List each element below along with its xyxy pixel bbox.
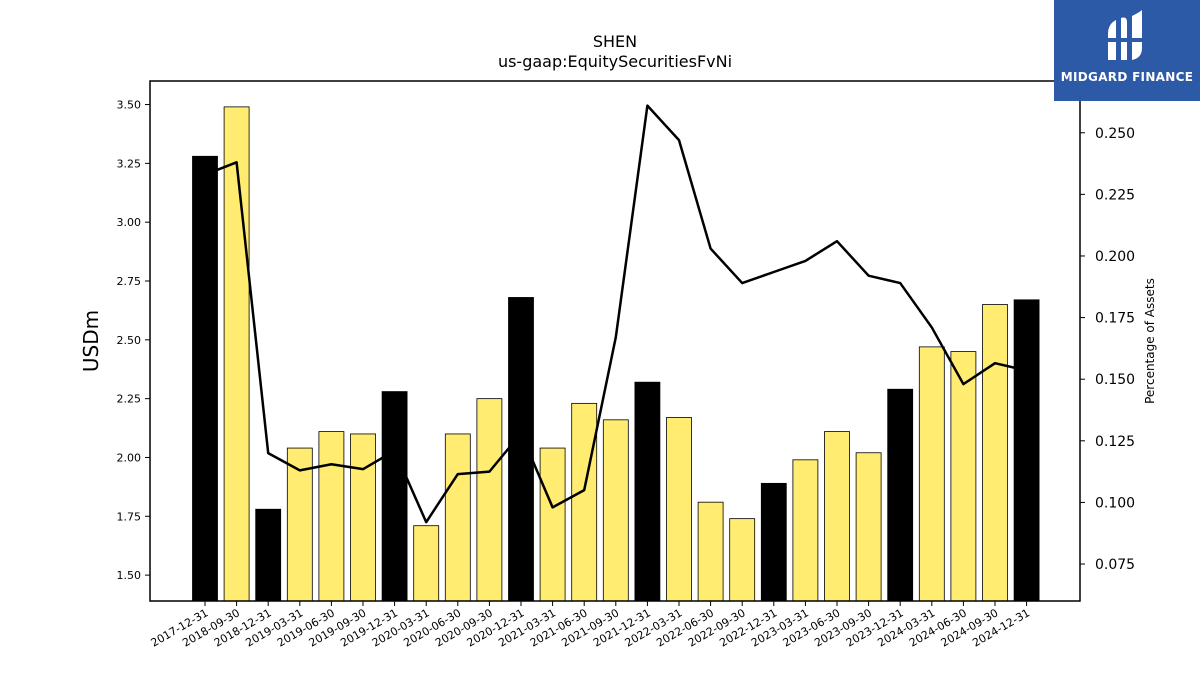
percentage-line — [204, 104, 1027, 524]
left-tick-label: 2.50 — [117, 334, 142, 347]
left-tick-label: 3.25 — [117, 157, 142, 170]
bar-2024-06-30 — [950, 351, 977, 602]
right-tick-label: 0.075 — [1095, 557, 1135, 573]
right-tick-label: 0.175 — [1095, 311, 1135, 327]
bar-2021-06-30 — [571, 402, 598, 602]
x-axis: 2017-12-312018-09-302018-12-312019-03-31… — [149, 601, 1032, 650]
bar-2021-09-30 — [602, 419, 629, 602]
bar-2020-09-30 — [476, 398, 503, 602]
bar-2023-06-30 — [824, 431, 850, 602]
bar-2018-09-30 — [223, 106, 250, 602]
bar-2020-12-31 — [508, 297, 534, 602]
bar-2019-03-31 — [286, 447, 313, 602]
bar-2024-09-30 — [982, 304, 1008, 602]
left-tick-label: 1.75 — [117, 510, 142, 523]
right-tick-label: 0.225 — [1095, 187, 1135, 203]
y-axis-label: USDm — [79, 310, 103, 372]
brand-logo: MIDGARD FINANCE — [1054, 0, 1200, 101]
y2-axis-label: Percentage of Assets — [1143, 278, 1157, 404]
bar-2024-12-31 — [1013, 299, 1040, 602]
left-tick-label: 3.00 — [117, 216, 142, 229]
left-tick-label: 1.50 — [117, 569, 142, 582]
bar-series — [192, 106, 1040, 602]
bar-2021-03-31 — [539, 447, 566, 602]
bar-2024-03-31 — [918, 346, 945, 602]
bar-2021-12-31 — [634, 381, 661, 602]
left-tick-label: 2.25 — [117, 393, 142, 406]
bar-2019-12-31 — [381, 391, 408, 602]
right-axis: 0.075 0.100 0.125 0.150 0.175 0.200 0.225 0.250 — [1080, 126, 1135, 573]
bar-2019-09-30 — [350, 433, 376, 602]
bar-2017-12-31 — [192, 155, 218, 602]
bar-2020-03-31 — [413, 525, 440, 602]
bar-2022-09-30 — [729, 518, 756, 602]
left-tick-label: 3.50 — [117, 99, 142, 112]
bar-2018-12-31 — [255, 508, 282, 602]
right-tick-label: 0.200 — [1095, 249, 1135, 265]
bar-2022-03-31 — [666, 417, 692, 602]
bar-2020-06-30 — [444, 433, 471, 602]
bar-2023-12-31 — [887, 388, 914, 602]
right-tick-label: 0.150 — [1095, 372, 1135, 388]
bar-2022-06-30 — [697, 501, 724, 602]
right-tick-label: 0.100 — [1095, 495, 1135, 511]
left-tick-label: 2.00 — [117, 451, 142, 464]
left-axis: 1.50 1.75 2.00 2.25 2.50 2.75 3.00 3.25 3.50 — [117, 99, 150, 582]
right-tick-label: 0.250 — [1095, 126, 1135, 142]
bar-2023-03-31 — [792, 459, 819, 602]
bar-2022-12-31 — [760, 482, 787, 602]
plot-frame — [149, 80, 1081, 602]
bar-2019-06-30 — [318, 431, 345, 602]
right-tick-label: 0.125 — [1095, 434, 1135, 450]
chart-subtitle: us-gaap:EquitySecuritiesFvNi — [497, 52, 733, 71]
left-tick-label: 2.75 — [117, 275, 142, 288]
bar-2023-09-30 — [855, 452, 882, 602]
chart-title: SHEN — [592, 32, 638, 51]
brand-name: MIDGARD FINANCE — [1060, 70, 1194, 84]
logo-mark-icon — [1106, 10, 1146, 60]
